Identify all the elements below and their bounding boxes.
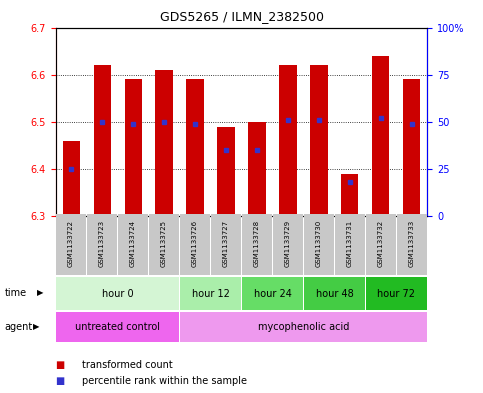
Bar (180, 214, 210, 275)
Text: ■: ■ (56, 360, 65, 370)
Bar (217, 127, 235, 216)
Text: GSM1133733: GSM1133733 (409, 220, 415, 267)
Text: GSM1133725: GSM1133725 (161, 220, 167, 267)
Bar (180, 277, 241, 310)
Bar (211, 214, 241, 275)
Text: mycophenolic acid: mycophenolic acid (258, 322, 349, 332)
Bar (87, 214, 117, 275)
Bar (304, 214, 334, 275)
Text: hour 24: hour 24 (254, 289, 291, 299)
Text: agent: agent (5, 322, 33, 332)
Text: ▶: ▶ (33, 323, 39, 331)
Bar (180, 312, 427, 342)
Bar (304, 277, 365, 310)
Bar (56, 277, 179, 310)
Bar (56, 214, 86, 275)
Bar (273, 214, 303, 275)
Bar (372, 56, 389, 216)
Bar (397, 214, 427, 275)
Text: GSM1133727: GSM1133727 (223, 220, 229, 267)
Bar (311, 65, 327, 216)
Text: hour 12: hour 12 (192, 289, 229, 299)
Text: GSM1133724: GSM1133724 (130, 220, 136, 267)
Text: GSM1133731: GSM1133731 (347, 220, 353, 267)
Text: ■: ■ (56, 376, 65, 386)
Bar (156, 70, 172, 216)
Text: GSM1133728: GSM1133728 (254, 220, 260, 267)
Bar (149, 214, 179, 275)
Text: GSM1133729: GSM1133729 (285, 220, 291, 267)
Bar (118, 214, 148, 275)
Text: percentile rank within the sample: percentile rank within the sample (82, 376, 247, 386)
Bar (62, 141, 80, 216)
Text: untreated control: untreated control (75, 322, 160, 332)
Bar (186, 79, 203, 216)
Bar (403, 79, 421, 216)
Text: GSM1133722: GSM1133722 (68, 220, 74, 267)
Text: time: time (5, 288, 27, 298)
Bar (94, 65, 111, 216)
Bar (125, 79, 142, 216)
Text: hour 48: hour 48 (315, 289, 354, 299)
Bar (56, 312, 179, 342)
Text: GSM1133726: GSM1133726 (192, 220, 198, 267)
Bar (242, 277, 303, 310)
Bar (242, 214, 272, 275)
Text: GDS5265 / ILMN_2382500: GDS5265 / ILMN_2382500 (159, 10, 324, 23)
Text: ▶: ▶ (37, 288, 43, 297)
Text: transformed count: transformed count (82, 360, 173, 370)
Bar (366, 277, 427, 310)
Text: GSM1133732: GSM1133732 (378, 220, 384, 267)
Bar (280, 65, 297, 216)
Bar (335, 214, 365, 275)
Text: GSM1133723: GSM1133723 (99, 220, 105, 267)
Bar (248, 122, 266, 216)
Text: GSM1133730: GSM1133730 (316, 220, 322, 267)
Bar (366, 214, 396, 275)
Text: hour 72: hour 72 (377, 289, 415, 299)
Bar (341, 174, 358, 216)
Text: hour 0: hour 0 (102, 289, 133, 299)
